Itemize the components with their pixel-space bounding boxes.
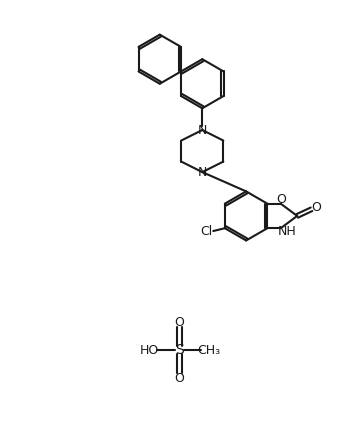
Text: NH: NH [277, 224, 296, 237]
Text: Cl: Cl [200, 224, 213, 237]
Text: N: N [197, 124, 207, 137]
Text: O: O [276, 193, 286, 206]
Text: O: O [311, 201, 321, 214]
Text: HO: HO [140, 344, 159, 357]
Text: N: N [197, 166, 207, 179]
Text: CH₃: CH₃ [197, 344, 220, 357]
Text: S: S [175, 343, 184, 357]
Text: O: O [174, 372, 185, 385]
Text: O: O [174, 316, 185, 329]
